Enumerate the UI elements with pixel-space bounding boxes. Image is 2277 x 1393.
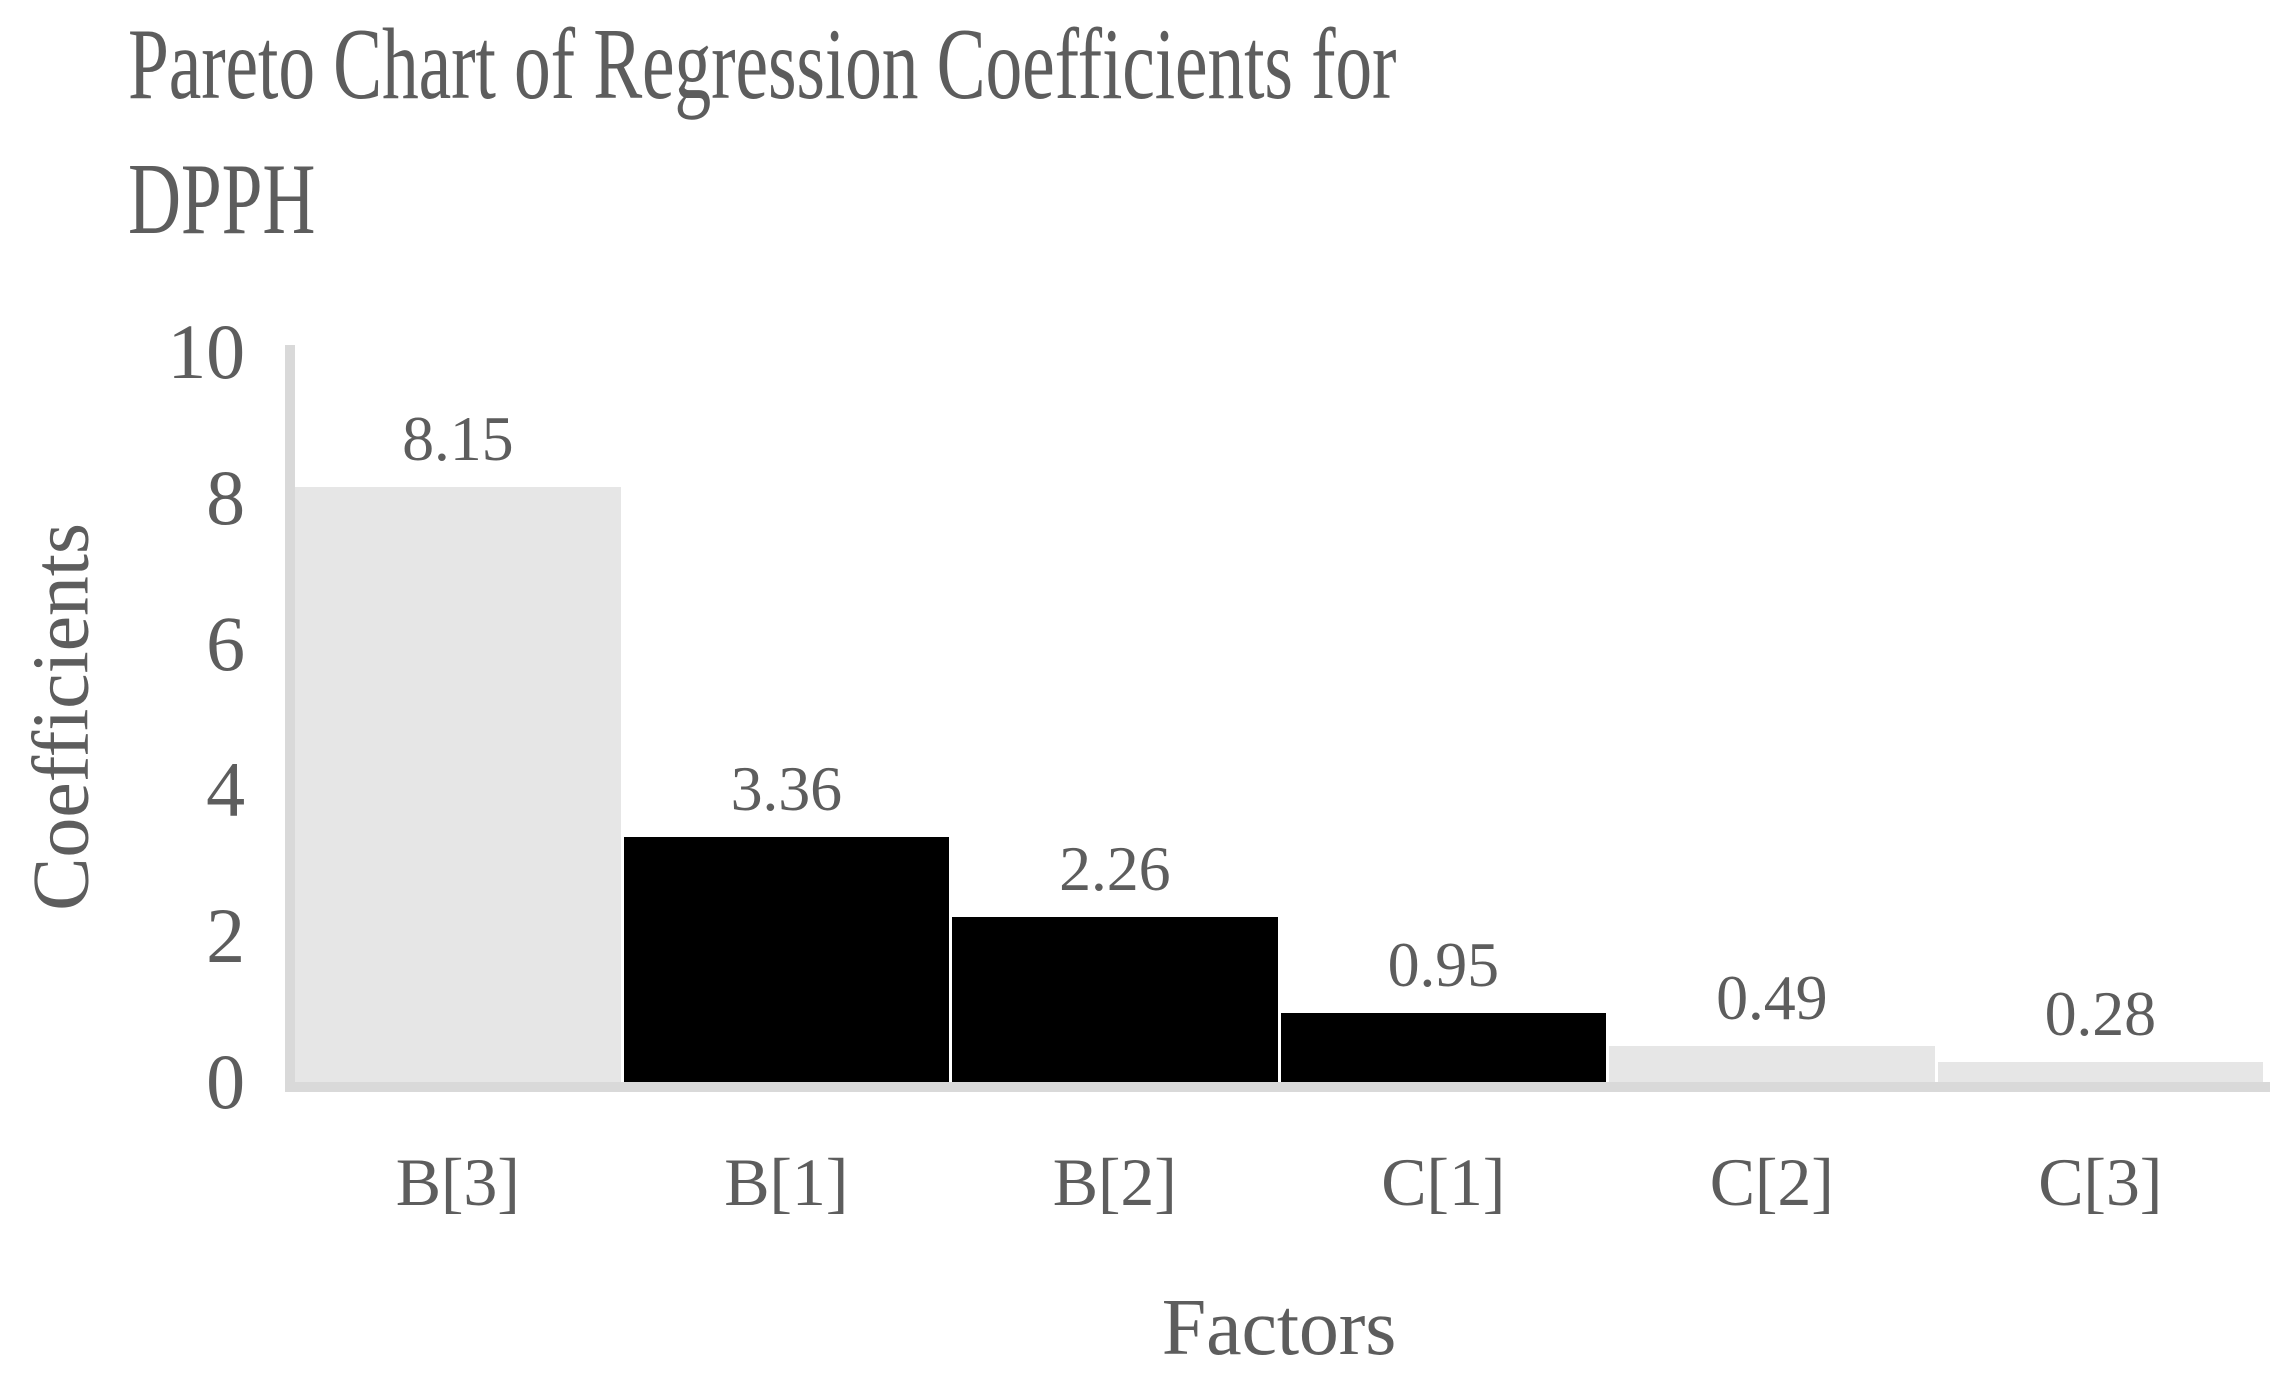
y-tick-label: 0	[206, 1038, 245, 1125]
bar-value-label: 8.15	[402, 403, 514, 474]
category-label: B[1]	[724, 1144, 849, 1220]
x-axis-title: Factors	[1161, 1284, 1397, 1372]
bar-value-label: 3.36	[730, 753, 843, 824]
y-tick-label: 4	[206, 746, 245, 833]
bar-column: 0.49	[1609, 352, 1935, 1082]
y-tick-label: 8	[206, 454, 245, 541]
bar-column: 0.28	[1937, 352, 2263, 1082]
category-label: B[3]	[395, 1144, 520, 1220]
y-tick-label: 6	[206, 600, 245, 687]
bar-column: 0.95	[1280, 352, 1606, 1082]
bar	[1937, 1062, 2263, 1082]
bar-column: 8.15	[295, 352, 621, 1082]
bar-value-label: 0.49	[1716, 962, 1828, 1033]
bar	[623, 837, 949, 1082]
y-axis-title: Coefficients	[17, 523, 106, 911]
bar-value-label: 0.28	[2044, 978, 2157, 1049]
bar	[952, 917, 1278, 1082]
bar	[1609, 1046, 1935, 1082]
bar	[1280, 1013, 1606, 1082]
plot-area: 8.15 3.36 2.26 0.95 0.49 0.28	[295, 352, 2263, 1082]
bar-column: 3.36	[623, 352, 949, 1082]
y-tick-label: 10	[167, 308, 245, 395]
y-tick-label: 2	[206, 892, 245, 979]
chart-title-line-2: DPPH	[128, 142, 316, 256]
bar	[295, 487, 621, 1082]
category-label: C[1]	[1381, 1144, 1506, 1220]
y-axis-line	[285, 345, 295, 1082]
bar-value-label: 2.26	[1059, 833, 1171, 904]
category-label: B[2]	[1052, 1144, 1177, 1220]
category-label: C[2]	[1709, 1144, 1834, 1220]
category-label: C[3]	[2038, 1144, 2163, 1220]
bar-column: 2.26	[952, 352, 1278, 1082]
x-axis-line	[285, 1082, 2270, 1092]
x-axis-tick-labels: B[3] B[1] B[2] C[1] C[2] C[3]	[295, 1148, 2263, 1216]
chart-title-line-1: Pareto Chart of Regression Coefficients …	[128, 8, 1397, 121]
chart-title: Pareto Chart of Regression Coefficients …	[128, 0, 1396, 267]
bar-value-label: 0.95	[1387, 929, 1500, 1000]
